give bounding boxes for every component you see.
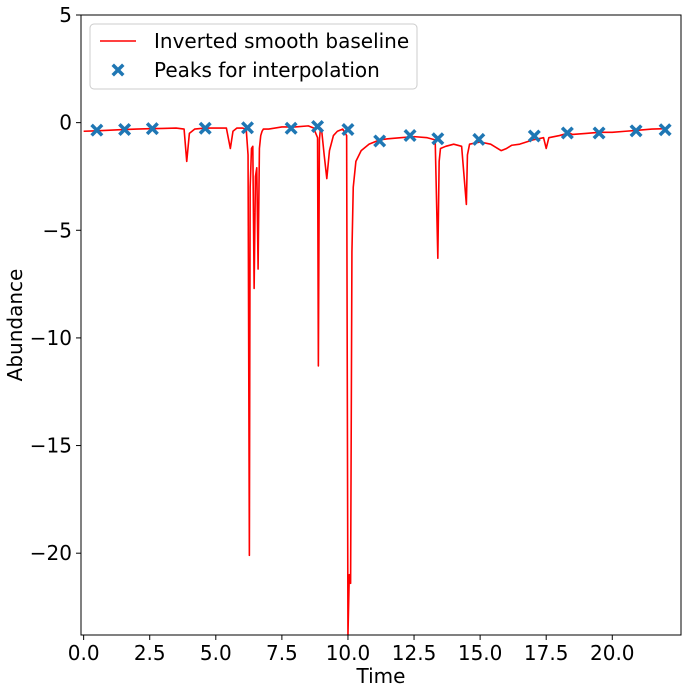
x-tick-label: 5.0 [200, 641, 232, 665]
x-tick-label: 7.5 [266, 641, 298, 665]
peak-marker [431, 132, 445, 146]
x-tick-label: 17.5 [524, 641, 569, 665]
y-axis-title: Abundance [3, 269, 27, 382]
peak-marker [592, 126, 606, 140]
y-tick-label: −15 [30, 434, 72, 458]
legend-label-peaks: Peaks for interpolation [154, 58, 380, 82]
x-tick-label: 10.0 [326, 641, 371, 665]
y-tick-label: 5 [59, 3, 72, 27]
y-axis: 5 0 −5 −10 −15 −20 [30, 3, 81, 565]
y-tick-label: 0 [59, 111, 72, 135]
x-axis-title: Time [356, 664, 406, 688]
peak-marker [90, 123, 104, 137]
x-tick-label: 2.5 [134, 641, 166, 665]
peak-marker [560, 126, 574, 140]
x-tick-label: 15.0 [458, 641, 503, 665]
x-axis: 0.0 2.5 5.0 7.5 10.0 12.5 15.0 17.5 20.0 [68, 635, 635, 665]
peak-marker [118, 123, 132, 137]
peak-marker [373, 134, 387, 148]
baseline-series-line [83, 125, 666, 635]
y-tick-label: −20 [30, 541, 72, 565]
peak-marker [284, 121, 298, 135]
peak-marker [145, 122, 159, 136]
peak-marker [472, 132, 486, 146]
legend-box [89, 23, 418, 90]
markers-layer [90, 120, 672, 148]
x-tick-label: 0.0 [68, 641, 100, 665]
y-tick-label: −5 [43, 218, 72, 242]
peak-marker [241, 121, 255, 135]
y-tick-label: −10 [30, 326, 72, 350]
peak-marker [527, 129, 541, 143]
plot-area [83, 125, 666, 635]
legend-label-baseline: Inverted smooth baseline [154, 29, 409, 53]
peak-marker [403, 129, 417, 143]
x-tick-label: 20.0 [590, 641, 635, 665]
legend: Inverted smooth baseline Peaks for inter… [89, 23, 418, 90]
axes-frame [80, 14, 682, 636]
peak-marker [341, 123, 355, 137]
peak-marker [311, 120, 325, 134]
peak-marker [658, 123, 672, 137]
peak-marker [198, 121, 212, 135]
peak-marker [629, 124, 643, 138]
x-tick-label: 12.5 [392, 641, 437, 665]
legend-marker-swatch [111, 63, 125, 77]
